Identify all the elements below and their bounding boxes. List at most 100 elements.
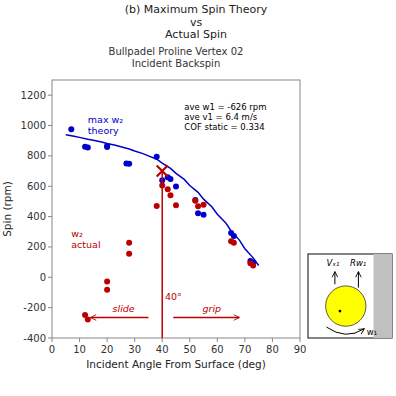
x-tick-label: 90 xyxy=(294,344,307,355)
annotation-line: theory xyxy=(88,125,119,136)
inset-arrow xyxy=(358,272,359,288)
y-tick-label: 600 xyxy=(27,181,46,192)
x-tick xyxy=(52,338,53,342)
inset-ball xyxy=(326,286,366,326)
annotation-arrow xyxy=(91,317,149,318)
x-tick-label: 70 xyxy=(239,344,252,355)
annotation-line: COF static = 0.334 xyxy=(184,122,264,132)
point xyxy=(173,184,179,190)
annotation: 40° xyxy=(165,291,182,302)
line xyxy=(161,171,163,338)
y-tick-label: -400 xyxy=(23,333,46,344)
point xyxy=(126,161,132,167)
subtitle-line: Bullpadel Proline Vertex 02 xyxy=(109,46,244,57)
point xyxy=(154,203,160,209)
annotation-line: ave v1 = 6.4 m/s xyxy=(184,112,257,122)
annotation-arrow xyxy=(173,317,239,318)
title-line: Actual Spin xyxy=(165,28,227,41)
inset-arrow xyxy=(334,272,335,285)
inset-label: Rw₁ xyxy=(350,258,366,268)
x-tick-label: 0 xyxy=(49,344,55,355)
point xyxy=(167,176,173,182)
point xyxy=(154,154,160,160)
y-tick xyxy=(48,186,52,187)
y-tick-label: 200 xyxy=(27,241,46,252)
annotations: slide grip max w₂theory w₂actual ave w1 = -6… xyxy=(71,102,266,317)
x-tick xyxy=(107,338,108,342)
arrow-label: grip xyxy=(203,303,222,314)
point xyxy=(173,202,179,208)
annotation-line: w₂ xyxy=(71,228,83,239)
inset-label: Vₓ₁ xyxy=(326,258,339,268)
x-tick xyxy=(79,338,80,342)
x-tick xyxy=(134,338,135,342)
title-line: vs xyxy=(190,16,203,29)
y-tick xyxy=(48,125,52,126)
inset-box xyxy=(308,254,392,338)
point xyxy=(231,233,237,239)
inset-spin-dot xyxy=(339,310,342,313)
x-tick xyxy=(300,338,301,342)
chart: (b) Maximum Spin TheoryvsActual Spin Bull… xyxy=(0,0,396,396)
y-tick xyxy=(48,307,52,308)
point xyxy=(231,240,237,246)
subtitle: Bullpadel Proline Vertex 02Incident Back… xyxy=(109,46,244,69)
y-tick-label: 0 xyxy=(40,272,46,283)
point xyxy=(201,212,207,218)
y-tick xyxy=(48,95,52,96)
x-tick xyxy=(272,338,273,342)
point xyxy=(68,126,74,132)
subtitle-line: Incident Backspin xyxy=(132,58,220,69)
point xyxy=(126,240,132,246)
point xyxy=(201,202,207,208)
title-line: (b) Maximum Spin Theory xyxy=(125,3,268,16)
plot-frame xyxy=(52,80,300,338)
y-tick-label: 1000 xyxy=(21,120,46,131)
y-tick xyxy=(48,338,52,339)
inset: w₁ Vₓ₁ Rw₁ xyxy=(308,254,392,338)
point xyxy=(195,203,201,209)
point xyxy=(126,251,132,257)
x-tick-label: 50 xyxy=(183,344,196,355)
inset-label: w₁ xyxy=(367,327,377,337)
title: (b) Maximum Spin TheoryvsActual Spin xyxy=(125,3,268,41)
point xyxy=(192,198,198,204)
y-tick xyxy=(48,216,52,217)
y-axis-label: Spin (rpm) xyxy=(1,181,13,237)
inset-arrow xyxy=(326,327,364,334)
x-tick-label: 10 xyxy=(73,344,86,355)
point xyxy=(104,287,110,293)
x-tick-label: 80 xyxy=(266,344,279,355)
x-axis-label: Incident Angle From Surface (deg) xyxy=(86,358,266,370)
annotation: w₂actual xyxy=(71,228,100,250)
y-tick-label: 800 xyxy=(27,150,46,161)
annotation: max w₂theory xyxy=(88,114,123,136)
x-tick-label: 60 xyxy=(211,344,224,355)
y-tick xyxy=(48,155,52,156)
point xyxy=(192,197,198,203)
y-tick xyxy=(48,277,52,278)
x-tick xyxy=(217,338,218,342)
y-tick-label: 1200 xyxy=(21,90,46,101)
arrow-label: slide xyxy=(113,303,135,314)
annotation-line: ave w1 = -626 rpm xyxy=(184,102,266,112)
point xyxy=(85,145,91,151)
point xyxy=(104,279,110,285)
plot-data xyxy=(66,126,259,338)
x-tick-label: 20 xyxy=(101,344,114,355)
y-tick-label: -200 xyxy=(23,302,46,313)
x-tick-label: 40 xyxy=(156,344,169,355)
annotation-line: max w₂ xyxy=(88,114,123,125)
inset-wall xyxy=(374,254,392,338)
x-tick xyxy=(162,338,163,342)
point xyxy=(104,144,110,150)
point xyxy=(167,192,173,198)
annotation: ave w1 = -626 rpmave v1 = 6.4 m/sCOF sta… xyxy=(184,102,266,132)
point xyxy=(195,210,201,216)
y-tick-label: 400 xyxy=(27,211,46,222)
annotation-line: actual xyxy=(71,239,100,250)
x-tick xyxy=(189,338,190,342)
x-tick-label: 30 xyxy=(128,344,141,355)
y-tick xyxy=(48,246,52,247)
point xyxy=(85,316,91,322)
